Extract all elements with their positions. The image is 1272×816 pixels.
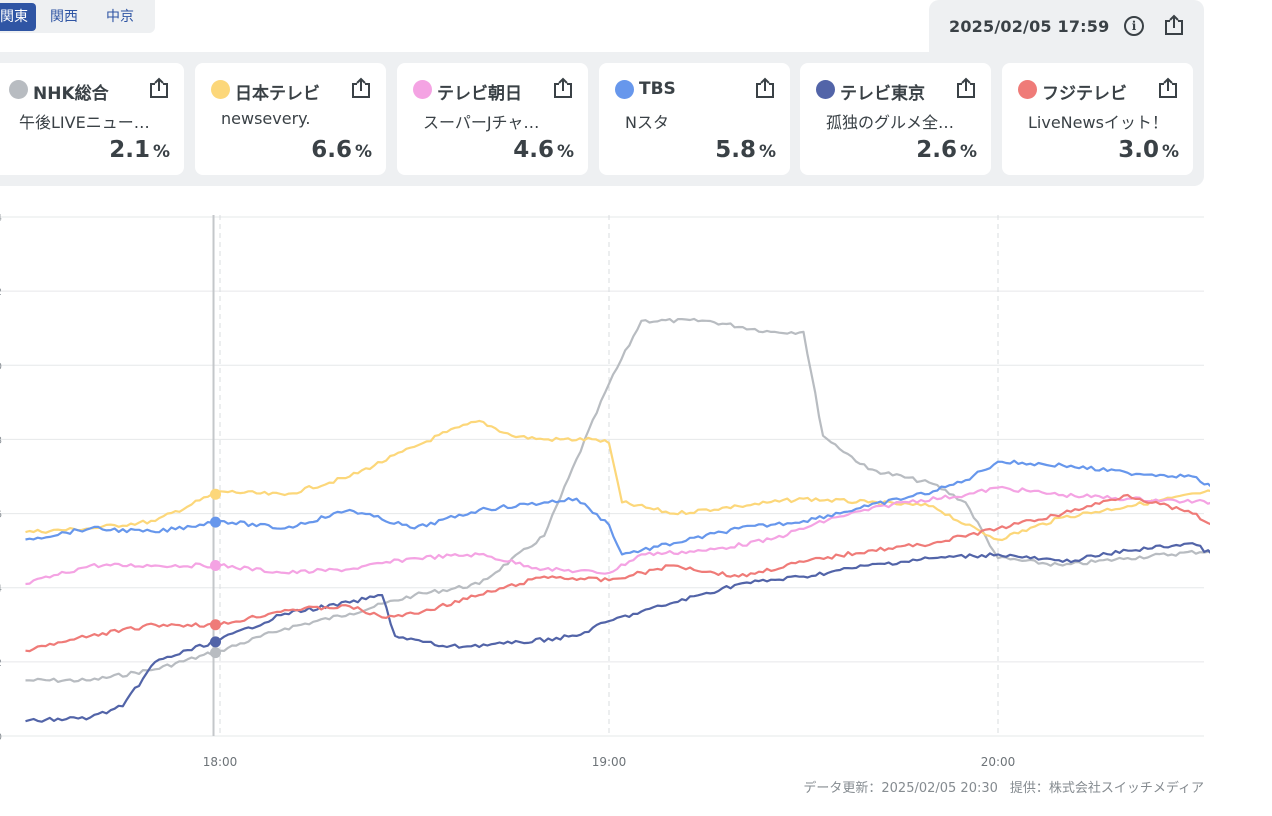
channel-color-dot — [413, 80, 432, 99]
channel-color-dot — [9, 80, 28, 99]
y-tick-label: 8 — [0, 435, 2, 446]
series-line — [25, 485, 1210, 586]
channel-color-dot — [615, 80, 634, 99]
rating-value: 6.6% — [311, 137, 372, 163]
series-line — [25, 542, 1210, 723]
channel-color-dot — [816, 80, 835, 99]
series-line — [25, 493, 1210, 653]
rating-value: 2.6% — [916, 137, 977, 163]
cursor-marker — [210, 488, 222, 500]
region-tab-kansai[interactable]: 関西 — [50, 8, 78, 25]
y-tick-label: 12 — [0, 287, 2, 298]
series-line — [25, 419, 1210, 542]
program-title: Nスタ — [625, 113, 669, 132]
series-line — [25, 317, 1210, 683]
data-updated-text: データ更新：2025/02/05 20:30 — [803, 781, 998, 796]
program-title: 孤独のグルメ全… — [826, 113, 955, 132]
provider-text: 提供：株式会社スイッチメディア — [1009, 781, 1204, 796]
channel-card-tv-tokyo[interactable]: テレビ東京 孤独のグルメ全… 2.6% — [800, 63, 991, 175]
info-icon[interactable]: i — [1124, 16, 1144, 36]
channel-card-ntv[interactable]: 日本テレビ newsevery. 6.6% — [195, 63, 386, 175]
share-icon[interactable] — [552, 77, 574, 103]
channel-card-tbs[interactable]: TBS Nスタ 5.8% — [599, 63, 790, 175]
cursor-marker — [210, 647, 222, 659]
channel-card-fuji[interactable]: フジテレビ LiveNewsイット！ 3.0% — [1002, 63, 1193, 175]
program-title: スーパーJチャ… — [423, 113, 540, 132]
cursor-marker — [210, 559, 222, 571]
cursor-marker — [210, 636, 222, 648]
y-tick-label: 14 — [0, 213, 2, 224]
x-tick-label: 20:00 — [981, 755, 1016, 769]
rating-value: 5.8% — [715, 137, 776, 163]
y-tick-label: 4 — [0, 584, 2, 595]
channel-color-dot — [211, 80, 230, 99]
channel-name: NHK総合 — [33, 84, 109, 104]
rating-value: 2.1% — [109, 137, 170, 163]
channel-name: フジテレビ — [1042, 84, 1127, 104]
rating-value: 4.6% — [513, 137, 574, 163]
channel-color-dot — [1018, 80, 1037, 99]
channel-card-nhk[interactable]: NHK総合 午後LIVEニュー… 2.1% — [0, 63, 184, 175]
x-tick-label: 18:00 — [203, 755, 238, 769]
program-title: newsevery. — [221, 109, 311, 128]
timestamp-bar: 2025/02/05 17:59 i — [929, 0, 1204, 52]
share-icon[interactable] — [1157, 77, 1179, 103]
series-line — [25, 459, 1210, 556]
chart-footer: データ更新：2025/02/05 20:30 提供：株式会社スイッチメディア — [803, 777, 1204, 796]
region-tab-kanto[interactable]: 関東 — [0, 2, 36, 31]
y-tick-label: 10 — [0, 361, 2, 372]
program-title: 午後LIVEニュー… — [19, 113, 150, 132]
region-tabs: 関東 関西 中京 — [0, 0, 155, 33]
share-icon[interactable] — [754, 77, 776, 103]
current-timestamp: 2025/02/05 17:59 — [949, 16, 1110, 36]
channel-name: テレビ東京 — [840, 84, 925, 104]
program-title: LiveNewsイット！ — [1028, 113, 1168, 132]
share-icon[interactable] — [1163, 14, 1185, 40]
channel-name: テレビ朝日 — [437, 84, 522, 104]
cursor-marker — [210, 516, 222, 528]
channel-cards-panel: NHK総合 午後LIVEニュー… 2.1% 日本テレビ newsevery. 6… — [0, 52, 1204, 186]
x-tick-label: 19:00 — [592, 755, 627, 769]
share-icon[interactable] — [350, 77, 372, 103]
share-icon[interactable] — [148, 77, 170, 103]
y-tick-label: 6 — [0, 510, 2, 521]
y-tick-label: 2 — [0, 658, 2, 669]
channel-card-tv-asahi[interactable]: テレビ朝日 スーパーJチャ… 4.6% — [397, 63, 588, 175]
rating-value: 3.0% — [1118, 137, 1179, 163]
channel-name: TBS — [639, 79, 676, 99]
cursor-marker — [210, 619, 222, 631]
y-tick-label: 0 — [0, 732, 2, 743]
channel-name: 日本テレビ — [235, 84, 320, 104]
ratings-line-chart[interactable]: 0 2 4 6 8 10 12 14 18:00 19:00 20:00 — [0, 195, 1210, 775]
region-tab-chukyo[interactable]: 中京 — [106, 8, 134, 25]
share-icon[interactable] — [955, 77, 977, 103]
